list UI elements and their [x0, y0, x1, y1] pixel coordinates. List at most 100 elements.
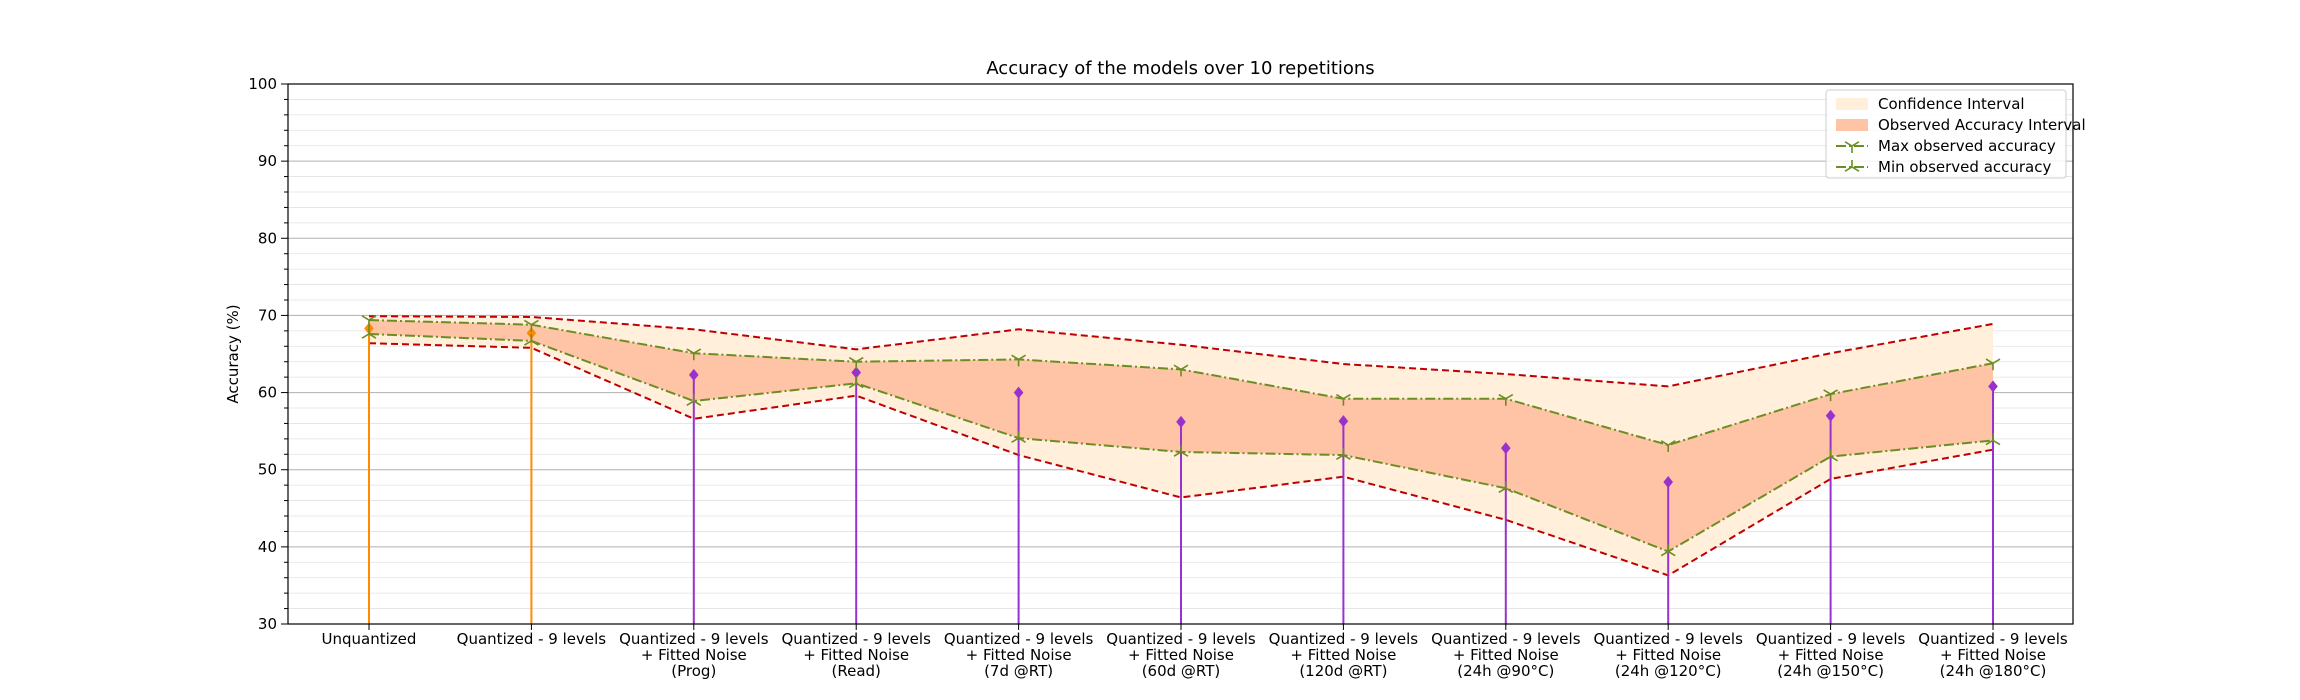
marker-stroke — [1660, 440, 1669, 446]
x-tick-label: Unquantized — [322, 630, 417, 648]
max-observed-point — [1335, 393, 1351, 406]
legend-label: Confidence Interval — [1878, 95, 2025, 113]
max-observed-point — [1173, 364, 1189, 377]
marker-stroke — [686, 348, 695, 354]
legend-marker — [1844, 141, 1860, 153]
chart-title: Accuracy of the models over 10 repetitio… — [986, 58, 1374, 79]
marker-stroke — [368, 333, 377, 339]
marker-stroke — [530, 340, 539, 346]
max-observed-point — [1823, 389, 1839, 402]
y-tick-label: 70 — [258, 306, 277, 324]
stem-marker — [1988, 380, 1998, 393]
y-tick-label: 90 — [258, 152, 277, 170]
marker-stroke — [1851, 141, 1860, 147]
legend-label: Max observed accuracy — [1878, 137, 2056, 155]
x-tick-label: Quantized - 9 levels + Fitted Noise (24h @… — [1918, 630, 2068, 680]
max-observed-point — [523, 319, 539, 332]
marker-stroke — [855, 356, 864, 363]
stem-marker — [1501, 442, 1511, 455]
stem-marker — [689, 368, 699, 381]
min-observed-point — [848, 376, 864, 389]
observed-lines-layer — [361, 315, 2001, 557]
legend-marker — [1844, 160, 1860, 172]
stem-marker — [1338, 415, 1349, 428]
y-tick-label: 80 — [258, 229, 277, 247]
marker-stroke — [1180, 364, 1189, 371]
marker-stroke — [1851, 166, 1860, 172]
marker-stroke — [1011, 437, 1020, 443]
marker-stroke — [1985, 439, 1994, 446]
x-tick-label: Quantized - 9 levels + Fitted Noise (24h @… — [1593, 630, 1743, 680]
stem-marker — [1013, 386, 1024, 399]
marker-stroke — [1992, 358, 2001, 364]
stem-marker — [526, 327, 537, 340]
marker-stroke — [1660, 550, 1669, 557]
stem-marker — [1176, 415, 1186, 428]
confidence-lower-line — [368, 342, 1994, 577]
max-observed-point — [686, 348, 702, 361]
marker-stroke — [1505, 487, 1514, 494]
stem-marker — [851, 366, 861, 379]
marker-stroke — [1985, 358, 1994, 364]
marker-stroke — [1667, 550, 1676, 557]
max-observed-point — [1498, 393, 1514, 406]
marker-stroke — [1335, 393, 1344, 400]
marker-stroke — [1498, 487, 1507, 494]
min-observed-point — [361, 326, 377, 339]
y-axis: 30 40 50 60 70 80 90 100 — [248, 75, 288, 633]
marker-stroke — [848, 356, 857, 363]
min-observed-point — [1660, 544, 1676, 557]
marker-stroke — [1823, 455, 1832, 462]
x-tick-label: Quantized - 9 levels + Fitted Noise (Read) — [781, 630, 931, 680]
marker-stroke — [523, 340, 532, 346]
legend-swatch — [1836, 98, 1868, 110]
marker-stroke — [693, 400, 702, 406]
marker-stroke — [361, 315, 370, 321]
max-observed-point — [361, 315, 377, 328]
y-tick-label: 100 — [248, 75, 277, 93]
x-axis: Unquantized Quantized - 9 levels Quantized… — [322, 624, 2068, 680]
max-observed-point — [848, 356, 864, 369]
stem-layer — [364, 322, 1998, 624]
x-tick-label: Quantized - 9 levels — [457, 630, 607, 648]
y-tick-label: 60 — [258, 384, 277, 402]
marker-stroke — [1830, 389, 1839, 395]
marker-stroke — [1498, 393, 1507, 400]
marker-stroke — [1335, 454, 1344, 460]
legend-box — [1825, 89, 2067, 179]
confidence-upper-line — [368, 315, 1994, 388]
stem-marker — [1663, 476, 1673, 489]
x-tick-label: Quantized - 9 levels + Fitted Noise (Prog) — [619, 630, 769, 680]
max-observed-point — [1660, 440, 1676, 453]
min-observed-point — [1498, 481, 1514, 494]
marker-stroke — [1018, 437, 1027, 443]
min-observed-point — [1011, 431, 1027, 443]
marker-stroke — [530, 319, 539, 326]
marker-stroke — [1342, 454, 1351, 460]
x-tick-label: Quantized - 9 levels + Fitted Noise (24h @… — [1431, 630, 1581, 680]
marker-stroke — [523, 319, 532, 326]
min-observed-point — [1823, 449, 1839, 462]
marker-stroke — [1342, 393, 1351, 400]
marker-stroke — [1173, 364, 1182, 371]
legend: Confidence Interval Observed Accuracy Int… — [1825, 89, 2086, 179]
marker-stroke — [1018, 354, 1027, 361]
x-tick-label: Quantized - 9 levels + Fitted Noise (60d @… — [1106, 630, 1256, 680]
y-axis-label: Accuracy (%) — [224, 304, 242, 403]
y-tick-label: 30 — [258, 615, 277, 633]
marker-stroke — [1844, 141, 1853, 147]
marker-stroke — [1992, 439, 2001, 446]
marker-stroke — [1823, 389, 1832, 395]
max-observed-point — [1011, 354, 1027, 367]
marker-stroke — [848, 382, 857, 389]
min-observed-point — [523, 333, 539, 346]
min-observed-point — [1985, 433, 2001, 446]
marker-stroke — [1830, 455, 1839, 462]
min-observed-point — [1335, 448, 1351, 460]
marker-stroke — [1011, 354, 1020, 361]
marker-stroke — [1173, 451, 1182, 457]
max-observed-point — [1985, 358, 2001, 371]
min-observed-point — [686, 394, 702, 406]
min-observed-point — [1173, 444, 1189, 457]
